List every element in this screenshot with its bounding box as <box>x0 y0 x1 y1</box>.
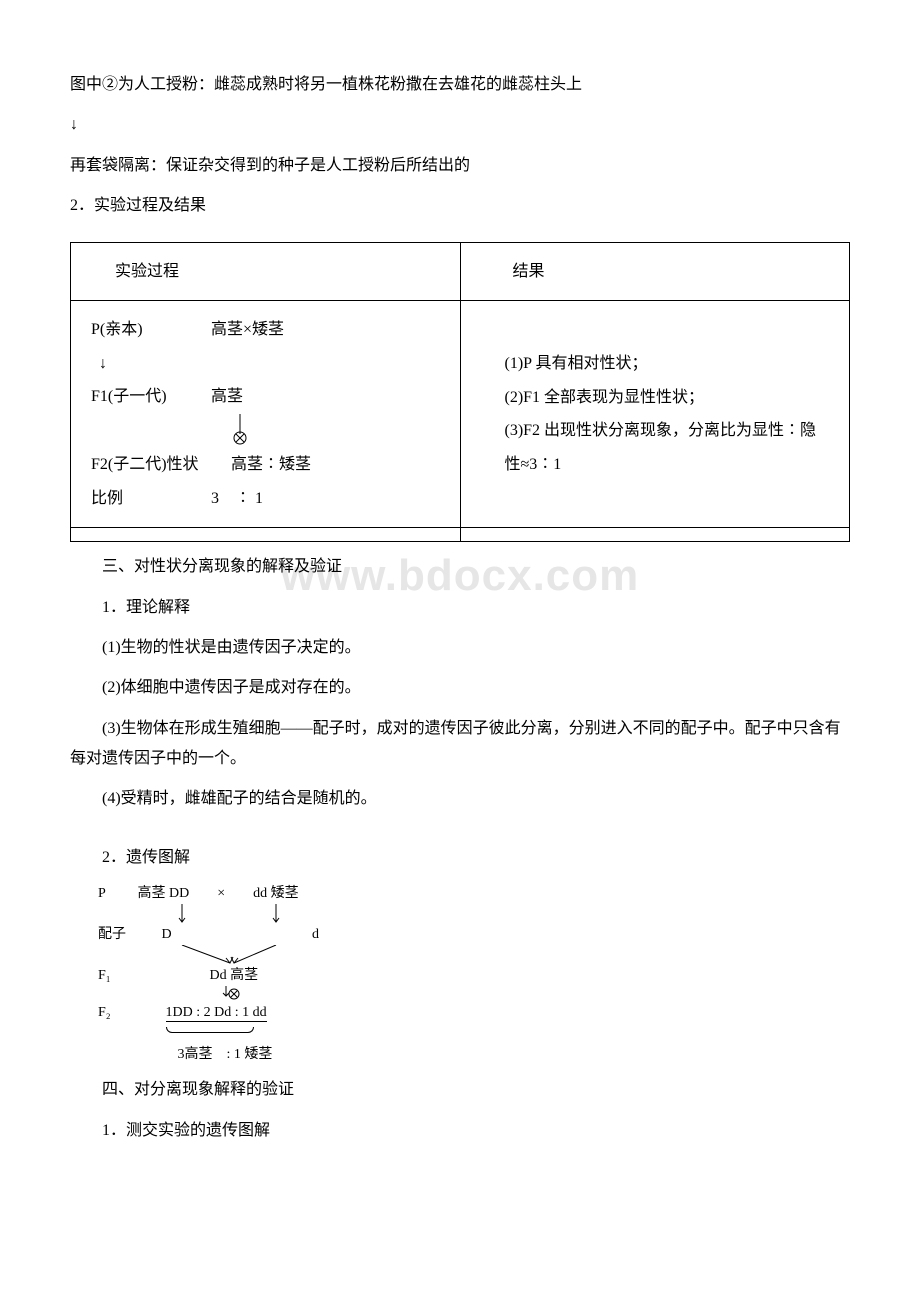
table-row <box>71 528 850 542</box>
experiment-table: 实验过程 结果 P(亲本) 高茎×矮茎 ↓ F1(子一代) 高茎 <box>70 242 850 543</box>
diagram-f2-label: F₂ <box>98 1002 134 1023</box>
arrows-p-to-gamete-icon <box>138 904 338 924</box>
result-1: (1)P 具有相对性状； <box>505 347 830 381</box>
top-line-1: 图中②为人工授粉：雌蕊成熟时将另一植株花粉撒在去雄花的雌蕊柱头上 <box>70 70 850 100</box>
diagram-p-label: P <box>98 883 134 904</box>
sec3-i4: (4)受精时，雌雄配子的结合是随机的。 <box>70 784 850 814</box>
section-3-title: 三、对性状分离现象的解释及验证 <box>70 552 850 582</box>
result-2: (2)F1 全部表现为显性性状； <box>505 381 830 415</box>
sec4-p1: 1．测交实验的遗传图解 <box>70 1116 850 1146</box>
sec3-i1: (1)生物的性状是由遗传因子决定的。 <box>70 633 850 663</box>
sec3-i3: (3)生物体在形成生殖细胞——配子时，成对的遗传因子彼此分离，分别进入不同的配子… <box>70 714 850 775</box>
table-header-left: 实验过程 <box>71 242 461 301</box>
diagram-f2-pheno: 3高茎 : 1 矮茎 <box>178 1044 273 1065</box>
sec3-i2: (2)体细胞中遗传因子是成对存在的。 <box>70 673 850 703</box>
empty-cell <box>460 528 850 542</box>
diagram-f1-label: F₁ <box>98 965 134 986</box>
underbrace-icon <box>166 1027 254 1033</box>
sec3-p2: 2．遗传图解 <box>70 843 850 873</box>
arrows-gamete-to-f1-icon <box>138 945 338 965</box>
ratio-value: 3 ∶ 1 <box>211 482 331 516</box>
ratio-label: 比例 <box>91 482 211 516</box>
diagram-p-content: 高茎 DD × dd 矮茎 <box>138 886 299 901</box>
f2-value: 高茎∶矮茎 <box>231 448 351 482</box>
diagram-f2-content: 1DD : 2 Dd : 1 dd <box>166 1005 267 1022</box>
empty-cell <box>71 528 461 542</box>
p-value: 高茎×矮茎 <box>211 313 331 347</box>
result-3: (3)F2 出现性状分离现象，分离比为显性∶隐性≈3∶1 <box>505 414 830 481</box>
diagram-gamete-D: D <box>138 924 196 945</box>
header-left-text: 实验过程 <box>115 255 179 289</box>
top-line-3: 2．实验过程及结果 <box>70 191 850 221</box>
table-row: P(亲本) 高茎×矮茎 ↓ F1(子一代) 高茎 F2(子二代)性状 高茎∶矮茎 <box>71 301 850 528</box>
arrow-down: ↓ <box>99 347 440 381</box>
f2-label: F2(子二代)性状 <box>91 448 231 482</box>
f1-value: 高茎 <box>211 380 331 414</box>
sec3-p1: 1．理论解释 <box>70 593 850 623</box>
self-cross-small-icon <box>220 986 240 1002</box>
table-header-right: 结果 <box>460 242 850 301</box>
self-cross-icon <box>231 414 249 448</box>
section-4-title: 四、对分离现象解释的验证 <box>70 1075 850 1105</box>
top-line-2: 再套袋隔离：保证杂交得到的种子是人工授粉后所结出的 <box>70 151 850 181</box>
top-arrow: ↓ <box>70 110 850 140</box>
f1-label: F1(子一代) <box>91 380 211 414</box>
table-body-left: P(亲本) 高茎×矮茎 ↓ F1(子一代) 高茎 F2(子二代)性状 高茎∶矮茎 <box>71 301 461 528</box>
table-row: 实验过程 结果 <box>71 242 850 301</box>
p-label: P(亲本) <box>91 313 211 347</box>
diagram-gamete-label: 配子 <box>98 924 134 945</box>
header-right-text: 结果 <box>513 255 545 289</box>
table-body-right: (1)P 具有相对性状； (2)F1 全部表现为显性性状； (3)F2 出现性状… <box>460 301 850 528</box>
diagram-gamete-d: d <box>199 924 319 945</box>
genetics-diagram: P 高茎 DD × dd 矮茎 配子 D d F₁ Dd 高茎 <box>98 883 850 1065</box>
diagram-f1-content: Dd 高茎 <box>210 965 259 986</box>
